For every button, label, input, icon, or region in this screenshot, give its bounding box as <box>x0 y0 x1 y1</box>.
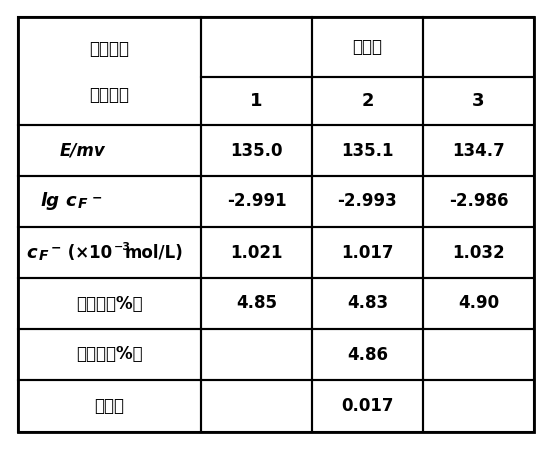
Text: 4.85: 4.85 <box>236 295 277 313</box>
Text: -2.986: -2.986 <box>449 193 508 211</box>
Bar <box>423 125 534 176</box>
Bar <box>201 380 312 432</box>
Bar <box>423 380 534 432</box>
Bar <box>201 329 312 380</box>
Bar <box>312 17 423 77</box>
Bar <box>18 125 201 176</box>
Text: 平均值（%）: 平均值（%） <box>76 345 143 364</box>
Text: 氟含量（%）: 氟含量（%） <box>76 295 143 313</box>
Bar <box>201 278 312 329</box>
Bar <box>312 176 423 227</box>
Text: (×10: (×10 <box>62 243 112 261</box>
Text: 4.83: 4.83 <box>347 295 388 313</box>
Bar <box>18 329 201 380</box>
Bar <box>423 17 534 77</box>
Bar <box>312 227 423 278</box>
Text: 3: 3 <box>473 92 485 110</box>
Bar <box>18 227 201 278</box>
Text: E/mv: E/mv <box>59 141 105 159</box>
Bar <box>18 176 201 227</box>
Text: 135.1: 135.1 <box>341 141 394 159</box>
Text: 0.017: 0.017 <box>341 397 394 415</box>
Text: 测定值及: 测定值及 <box>89 40 130 58</box>
Bar <box>423 227 534 278</box>
Bar <box>312 77 423 125</box>
Bar <box>18 278 201 329</box>
Bar <box>312 380 423 432</box>
Text: 1: 1 <box>250 92 263 110</box>
Bar <box>18 380 201 432</box>
Text: 135.0: 135.0 <box>230 141 283 159</box>
Text: c: c <box>65 193 76 211</box>
Text: lg: lg <box>40 193 59 211</box>
Text: 4.90: 4.90 <box>458 295 499 313</box>
Text: 1.017: 1.017 <box>341 243 394 261</box>
Text: 134.7: 134.7 <box>452 141 505 159</box>
Bar <box>312 278 423 329</box>
Text: 计算结果: 计算结果 <box>89 86 130 104</box>
Text: −: − <box>92 191 103 204</box>
Text: -2.993: -2.993 <box>338 193 397 211</box>
Text: −: − <box>51 242 61 255</box>
Text: 1.032: 1.032 <box>452 243 505 261</box>
Text: −3: −3 <box>114 242 131 252</box>
Bar <box>423 77 534 125</box>
Text: 4.86: 4.86 <box>347 345 388 364</box>
Text: c: c <box>26 243 36 261</box>
Bar <box>18 17 201 125</box>
Text: F: F <box>39 248 49 263</box>
Bar <box>423 176 534 227</box>
Text: 1.021: 1.021 <box>230 243 283 261</box>
Bar <box>201 125 312 176</box>
Text: 2: 2 <box>361 92 374 110</box>
Bar <box>312 329 423 380</box>
Bar <box>201 17 312 77</box>
Text: 平行样: 平行样 <box>353 38 383 56</box>
Text: 平均差: 平均差 <box>94 397 125 415</box>
Text: mol/L): mol/L) <box>125 243 184 261</box>
Bar <box>423 278 534 329</box>
Text: -2.991: -2.991 <box>227 193 286 211</box>
Bar <box>201 176 312 227</box>
Text: F: F <box>78 198 88 211</box>
Bar <box>201 77 312 125</box>
Bar <box>201 227 312 278</box>
Bar <box>423 329 534 380</box>
Bar <box>312 125 423 176</box>
